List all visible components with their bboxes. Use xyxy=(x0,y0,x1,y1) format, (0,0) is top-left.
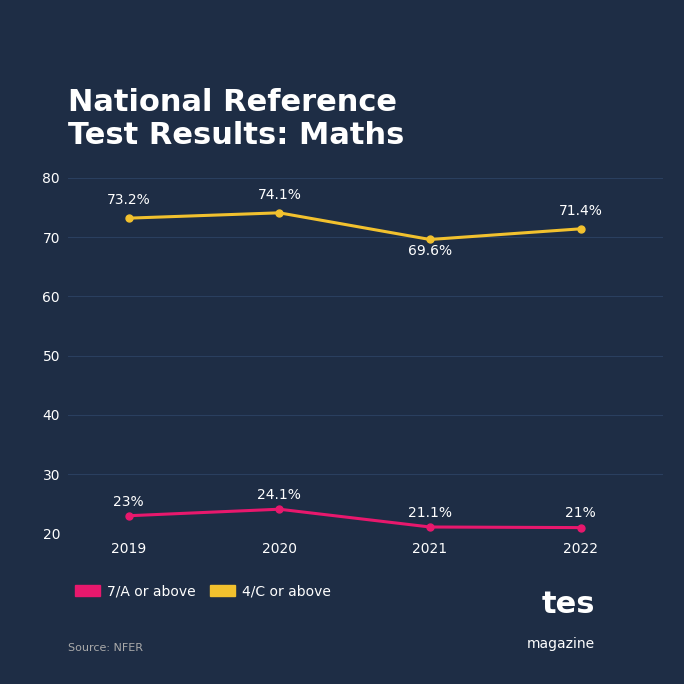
Text: tes: tes xyxy=(542,590,595,619)
Text: 69.6%: 69.6% xyxy=(408,244,452,259)
Legend: 7/A or above, 4/C or above: 7/A or above, 4/C or above xyxy=(75,584,330,598)
Text: 21%: 21% xyxy=(565,506,596,521)
Text: 74.1%: 74.1% xyxy=(257,188,301,202)
Text: 71.4%: 71.4% xyxy=(559,204,603,218)
Text: 23%: 23% xyxy=(114,495,144,509)
Text: 21.1%: 21.1% xyxy=(408,506,452,520)
Text: National Reference
Test Results: Maths: National Reference Test Results: Maths xyxy=(68,88,405,150)
Text: Source: NFER: Source: NFER xyxy=(68,643,144,653)
Text: 73.2%: 73.2% xyxy=(107,194,150,207)
Text: magazine: magazine xyxy=(527,637,595,651)
Text: 24.1%: 24.1% xyxy=(257,488,301,502)
